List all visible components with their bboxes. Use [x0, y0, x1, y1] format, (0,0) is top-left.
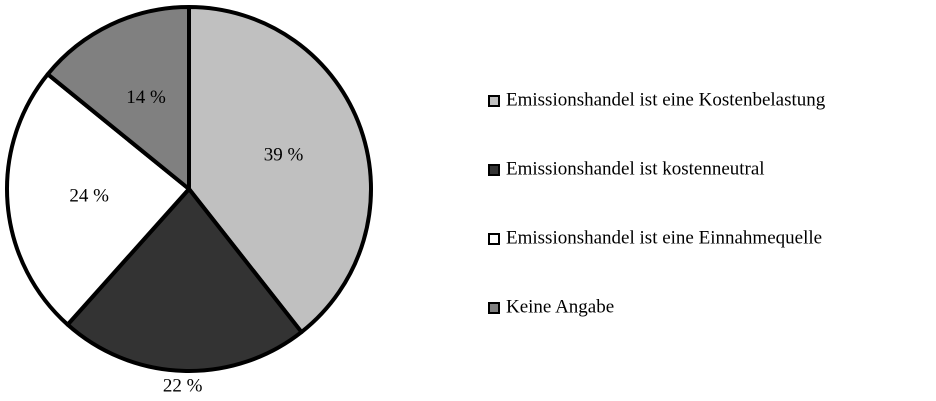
data-label: 14 % — [126, 87, 166, 108]
data-label: 22 % — [163, 375, 203, 396]
legend-swatch — [488, 164, 500, 176]
data-label: 39 % — [264, 145, 304, 166]
legend-label: Emissionshandel ist eine Einnahmequelle — [506, 227, 822, 248]
pie-slice — [45, 5, 191, 191]
data-label: 24 % — [69, 185, 109, 206]
legend-label: Emissionshandel ist kostenneutral — [506, 158, 765, 179]
legend-swatch — [488, 302, 500, 314]
legend-swatch — [488, 95, 500, 107]
pie-slice — [187, 5, 373, 335]
legend-label: Keine Angabe — [506, 296, 614, 317]
pie-slice — [65, 187, 304, 373]
legend-swatch — [488, 233, 500, 245]
legend-label: Emissionshandel ist eine Kostenbelastung — [506, 89, 826, 110]
pie-slice — [5, 72, 191, 327]
